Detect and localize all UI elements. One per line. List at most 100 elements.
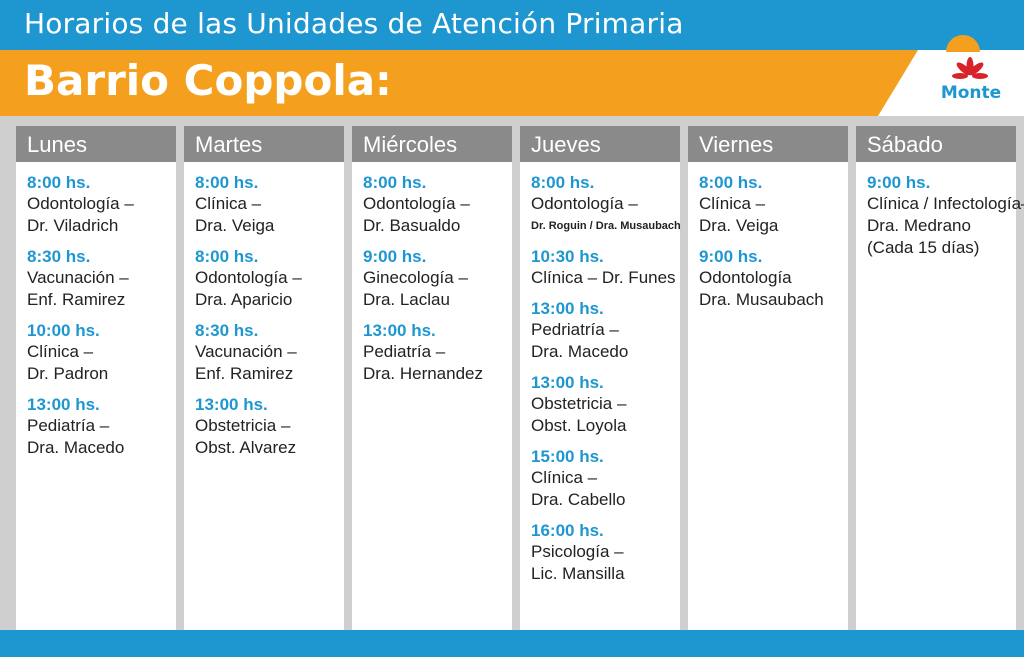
subtitle-banner xyxy=(0,50,1024,116)
entry-text: Dra. Macedo xyxy=(531,342,629,361)
entry-text: Dra. Hernandez xyxy=(363,364,484,383)
top-banner xyxy=(0,0,1024,50)
entry-text: Dr. Padron xyxy=(27,364,109,383)
day-column-5: Sábado 9:00 hs. Clínica / Infectología– Dra… xyxy=(856,126,1024,630)
day-header: Jueves xyxy=(520,126,680,162)
page-subtitle: Barrio Coppola: xyxy=(24,56,392,105)
entries-list: 9:00 hs. Clínica / Infectología– Dra. Medr… xyxy=(856,162,1024,259)
entry-text-small: Dr. Roguin / Dra. Musaubach xyxy=(531,220,681,232)
entry-time: 16:00 hs. xyxy=(531,521,604,540)
entry-time: 8:00 hs. xyxy=(27,173,91,192)
entry-text: Vacunación – xyxy=(195,342,297,361)
entry-text: Odontología – xyxy=(195,268,302,287)
entry-text: Psicología – xyxy=(531,542,624,561)
day-column-2: Miércoles 8:00 hs. Odontología – Dr. Basual… xyxy=(352,126,512,630)
entry-text: Pedriatría – xyxy=(531,320,619,339)
entry-time: 9:00 hs. xyxy=(363,247,427,266)
entry-text: Obst. Alvarez xyxy=(195,438,297,457)
day-column-0: Lunes 8:00 hs. Odontología – Dr. Viladrich 8… xyxy=(16,126,176,630)
entry-time: 13:00 hs. xyxy=(531,299,604,318)
entry-text: Clínica – xyxy=(27,342,94,361)
entry-time: 13:00 hs. xyxy=(363,321,436,340)
monte-logo xyxy=(878,35,1024,116)
footer-band xyxy=(0,630,1024,657)
entry-text: Obstetricia – xyxy=(195,416,291,435)
entry-time: 9:00 hs. xyxy=(699,247,763,266)
schedule-entry: 15:00 hs. Clínica – Dra. Cabello xyxy=(531,446,680,511)
day-header: Viernes xyxy=(688,126,848,162)
entry-text: Clínica / Infectología– xyxy=(867,194,1024,213)
entries-list: 8:00 hs. Odontología – Dr. Basualdo 9:00 hs… xyxy=(352,162,512,385)
day-header: Martes xyxy=(184,126,344,162)
page-title: Horarios de las Unidades de Atención Pri… xyxy=(24,7,684,40)
entry-text: Odontología – xyxy=(363,194,470,213)
entry-text: Ginecología – xyxy=(363,268,468,287)
entry-time: 8:00 hs. xyxy=(195,247,259,266)
entry-text: Odontología – xyxy=(27,194,134,213)
entry-text: Dra. Veiga xyxy=(195,216,275,235)
entry-time: 8:00 hs. xyxy=(531,173,595,192)
entry-text: Dr. Viladrich xyxy=(27,216,119,235)
entry-text: Dra. Veiga xyxy=(699,216,779,235)
entry-text: Lic. Mansilla xyxy=(531,564,625,583)
entry-text: Pediatría – xyxy=(363,342,446,361)
entries-list: 8:00 hs. Odontología – Dr. Viladrich 8:30 h… xyxy=(16,162,176,459)
schedule-entry: 8:00 hs. Clínica – Dra. Veiga xyxy=(195,172,344,237)
schedule-entry: 13:00 hs. Obstetricia – Obst. Loyola xyxy=(531,372,680,437)
entries-list: 8:00 hs. Clínica – Dra. Veiga 9:00 hs. Odont… xyxy=(688,162,848,311)
entry-text: Pediatría – xyxy=(27,416,110,435)
schedule-entry: 9:00 hs. Ginecología – Dra. Laclau xyxy=(363,246,512,311)
entry-time: 10:30 hs. xyxy=(531,247,604,266)
logo-text: Monte xyxy=(940,83,1002,103)
schedule-entry: 8:00 hs. Odontología – Dr. Basualdo xyxy=(363,172,512,237)
entry-text: Clínica – Dr. Funes xyxy=(531,268,676,287)
schedule-entry: 9:00 hs. Odontología Dra. Musaubach xyxy=(699,246,848,311)
entry-time: 13:00 hs. xyxy=(531,373,604,392)
entry-time: 8:00 hs. xyxy=(699,173,763,192)
schedule-entry: 10:30 hs. Clínica – Dr. Funes xyxy=(531,246,680,289)
entry-time: 8:30 hs. xyxy=(195,321,259,340)
schedule-entry: 13:00 hs. Pediatría – Dra. Macedo xyxy=(27,394,176,459)
entry-time: 10:00 hs. xyxy=(27,321,100,340)
entry-time: 13:00 hs. xyxy=(27,395,100,414)
flower-icon xyxy=(952,57,988,79)
schedule-entry: 13:00 hs. Obstetricia – Obst. Alvarez xyxy=(195,394,344,459)
entry-text: Dra. Cabello xyxy=(531,490,626,509)
day-column-3: Jueves 8:00 hs. Odontología – Dr. Roguin / … xyxy=(520,126,681,630)
entry-text: Dra. Medrano xyxy=(867,216,971,235)
entry-text: Dr. Basualdo xyxy=(363,216,461,235)
entry-text: (Cada 15 días) xyxy=(867,238,980,257)
entry-text: Enf. Ramirez xyxy=(195,364,294,383)
entry-text: Dra. Laclau xyxy=(363,290,450,309)
entry-text: Clínica – xyxy=(699,194,766,213)
schedule-entry: 8:00 hs. Clínica – Dra. Veiga xyxy=(699,172,848,237)
entry-text: Vacunación – xyxy=(27,268,129,287)
schedule-entry: 13:00 hs. Pediatría – Dra. Hernandez xyxy=(363,320,512,385)
day-header: Sábado xyxy=(856,126,1016,162)
schedule-entry: 9:00 hs. Clínica / Infectología– Dra. Medr… xyxy=(867,172,1024,259)
day-header: Miércoles xyxy=(352,126,512,162)
entry-text: Clínica – xyxy=(531,468,598,487)
day-column-1: Martes 8:00 hs. Clínica – Dra. Veiga 8:00 hs… xyxy=(184,126,344,630)
entry-text: Enf. Ramirez xyxy=(27,290,126,309)
entry-time: 9:00 hs. xyxy=(867,173,931,192)
schedule-entry: 8:00 hs. Odontología – Dr. Viladrich xyxy=(27,172,176,237)
schedule-entry: 8:00 hs. Odontología – Dr. Roguin / Dra. M… xyxy=(531,172,681,237)
schedule-entry: 10:00 hs. Clínica – Dr. Padron xyxy=(27,320,176,385)
entries-list: 8:00 hs. Clínica – Dra. Veiga 8:00 hs. Odont… xyxy=(184,162,344,459)
day-column-4: Viernes 8:00 hs. Clínica – Dra. Veiga 9:00 h… xyxy=(688,126,848,630)
entry-time: 15:00 hs. xyxy=(531,447,604,466)
entry-time: 8:00 hs. xyxy=(363,173,427,192)
entry-time: 8:00 hs. xyxy=(195,173,259,192)
day-header: Lunes xyxy=(16,126,176,162)
schedule-entry: 16:00 hs. Psicología – Lic. Mansilla xyxy=(531,520,680,585)
entry-text: Obst. Loyola xyxy=(531,416,627,435)
entries-list: 8:00 hs. Odontología – Dr. Roguin / Dra. M… xyxy=(520,162,681,585)
entry-text: Odontología xyxy=(699,268,792,287)
entry-text: Dra. Macedo xyxy=(27,438,125,457)
entry-text: Dra. Musaubach xyxy=(699,290,824,309)
entry-time: 13:00 hs. xyxy=(195,395,268,414)
schedule-entry: 8:30 hs. Vacunación – Enf. Ramirez xyxy=(27,246,176,311)
schedule-entry: 8:30 hs. Vacunación – Enf. Ramirez xyxy=(195,320,344,385)
entry-text: Clínica – xyxy=(195,194,262,213)
